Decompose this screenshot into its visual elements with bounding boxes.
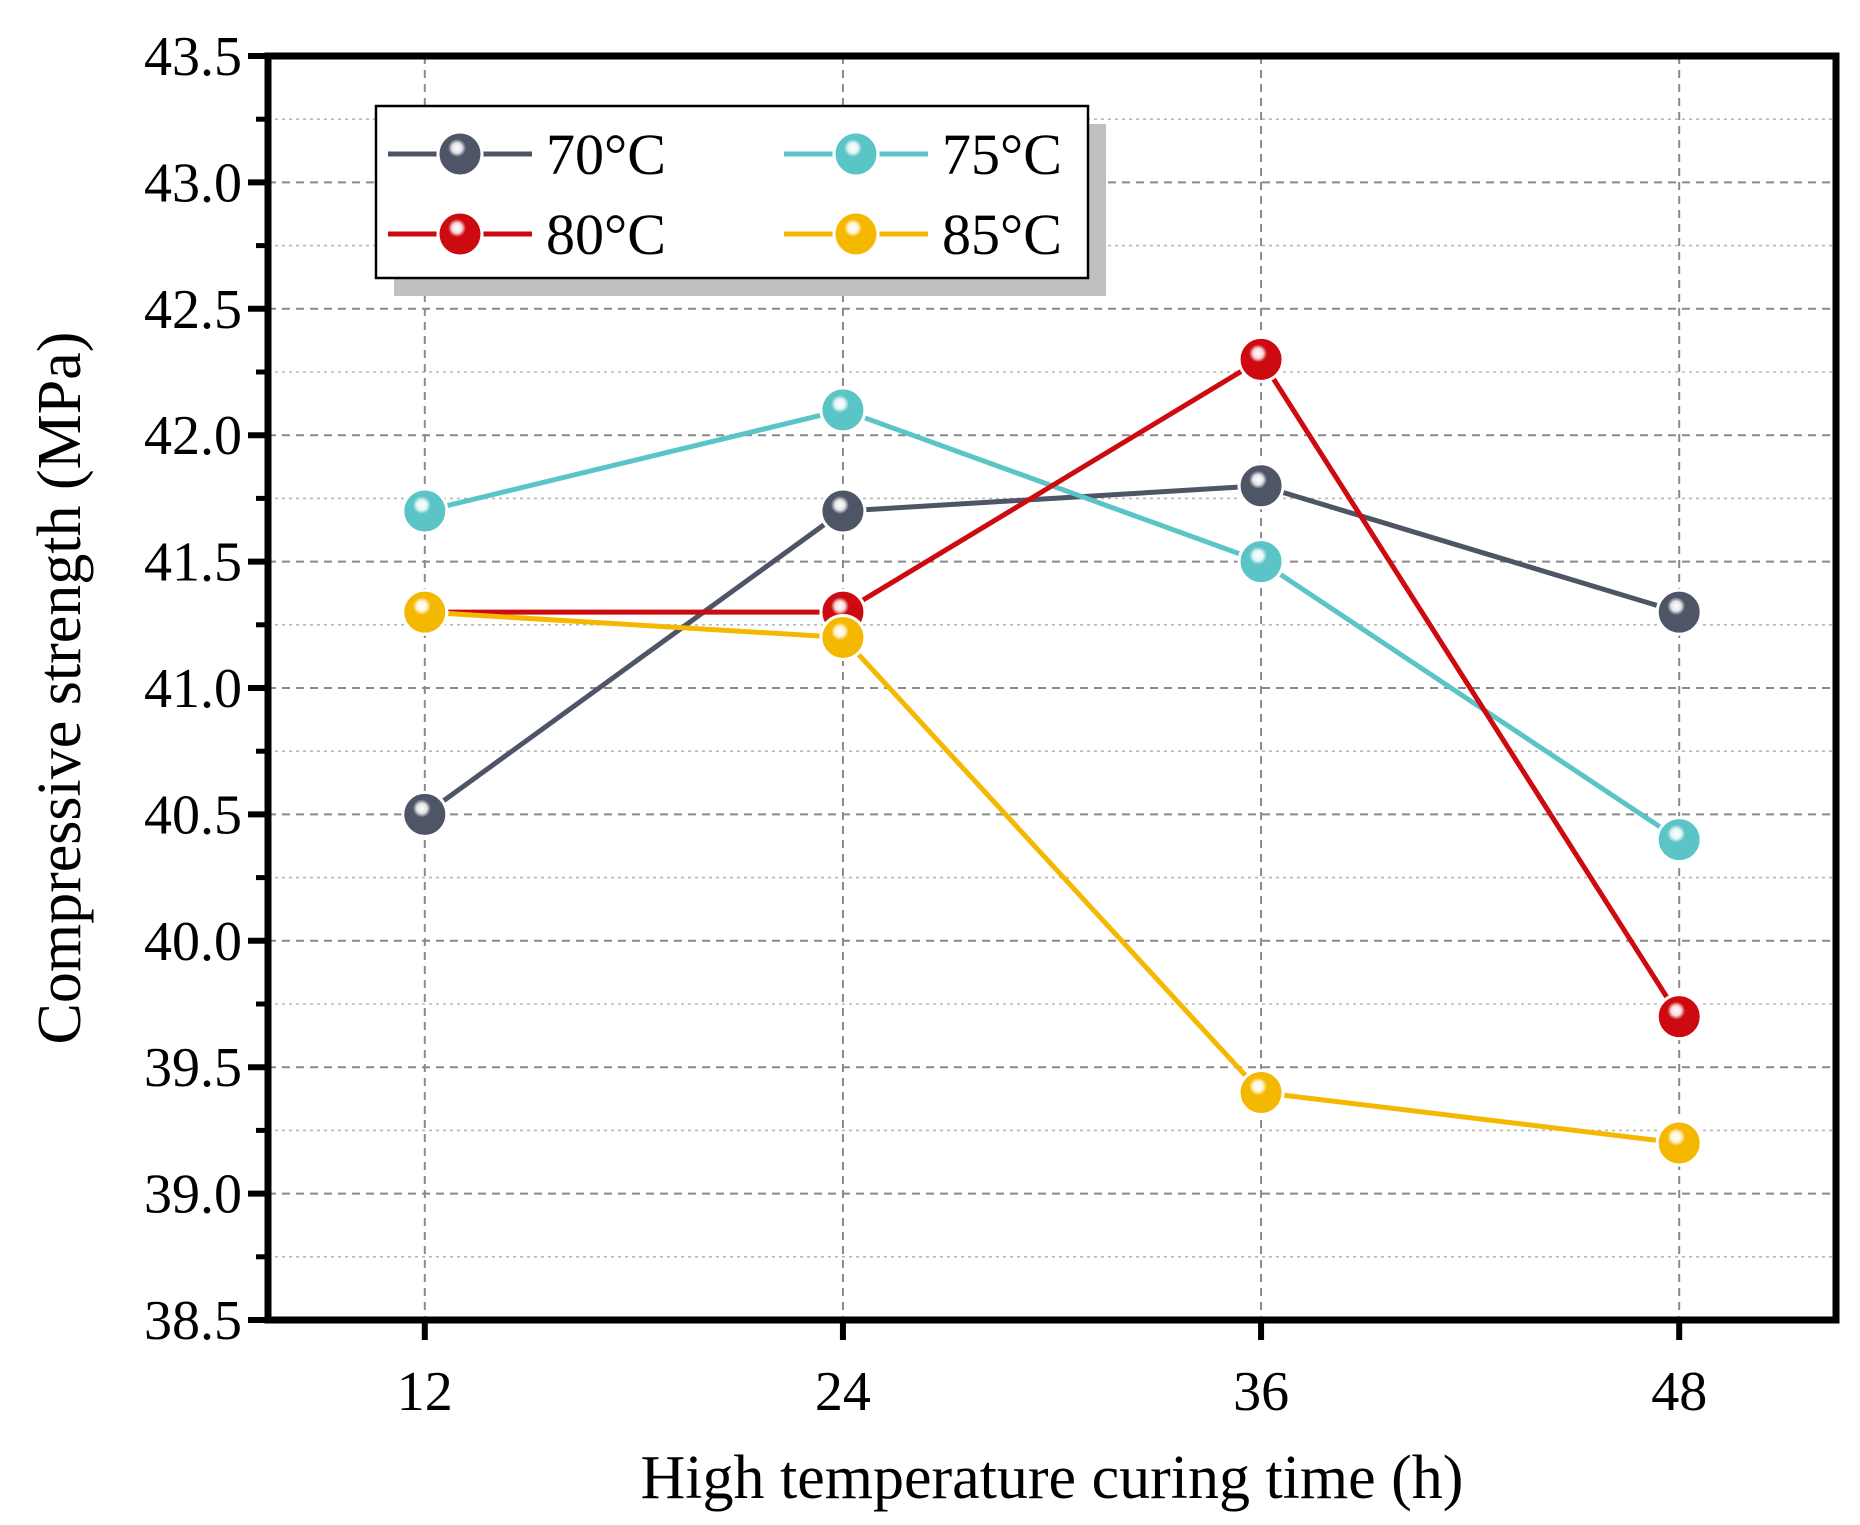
marker-highlight bbox=[1667, 1001, 1686, 1020]
marker-highlight bbox=[412, 799, 431, 818]
y-tick-label: 39.5 bbox=[144, 1037, 242, 1099]
data-point bbox=[1655, 993, 1703, 1041]
data-point bbox=[401, 790, 449, 838]
data-point bbox=[1237, 538, 1285, 586]
marker-highlight bbox=[1667, 597, 1686, 616]
legend-marker bbox=[832, 210, 880, 258]
x-tick-label: 36 bbox=[1233, 1361, 1289, 1423]
marker-highlight bbox=[844, 139, 862, 157]
x-tick-label: 24 bbox=[815, 1361, 871, 1423]
legend-item: 85°C bbox=[784, 202, 1062, 267]
legend-marker bbox=[436, 130, 484, 178]
marker-highlight bbox=[448, 219, 466, 237]
x-axis-title: High temperature curing time (h) bbox=[641, 1444, 1464, 1512]
legend-label: 70°C bbox=[546, 122, 666, 187]
marker-highlight bbox=[830, 496, 849, 515]
y-tick-label: 39.0 bbox=[144, 1164, 242, 1226]
data-point bbox=[1237, 1068, 1285, 1116]
legend-marker bbox=[832, 130, 880, 178]
marker-highlight bbox=[830, 622, 849, 641]
data-point bbox=[819, 613, 867, 661]
legend-item: 80°C bbox=[388, 202, 666, 267]
legend-label: 80°C bbox=[546, 202, 666, 267]
legend-box bbox=[374, 104, 1090, 280]
legend-label: 75°C bbox=[942, 122, 1062, 187]
series-line bbox=[423, 483, 1680, 817]
data-point bbox=[1237, 335, 1285, 383]
marker-highlight bbox=[830, 597, 849, 616]
series-line bbox=[424, 356, 1682, 1018]
y-tick-label: 41.0 bbox=[144, 658, 242, 720]
data-point bbox=[401, 588, 449, 636]
y-axis-title: Compressive strength (MPa) bbox=[26, 332, 94, 1045]
series-line bbox=[424, 609, 1680, 1146]
legend-item: 75°C bbox=[784, 122, 1062, 187]
y-tick-label: 38.5 bbox=[144, 1290, 242, 1352]
data-point bbox=[1655, 1119, 1703, 1167]
marker-highlight bbox=[1249, 470, 1268, 489]
marker-highlight bbox=[1667, 1128, 1686, 1147]
legend: 70°C 75°C 80°C 85°C bbox=[374, 104, 1106, 296]
axis-ticks: 38.5 39.0 39.5 40.0 40.5 41.0 41.5 42.0 42.5 43.0… bbox=[144, 26, 1707, 1423]
x-tick-label: 48 bbox=[1651, 1361, 1707, 1423]
data-point bbox=[1237, 462, 1285, 510]
x-tick-label: 12 bbox=[397, 1361, 453, 1423]
marker-highlight bbox=[830, 394, 849, 413]
marker-highlight bbox=[1249, 344, 1268, 363]
marker-highlight bbox=[1249, 546, 1268, 565]
y-tick-label: 42.5 bbox=[144, 279, 242, 341]
series-area bbox=[401, 335, 1703, 1167]
legend-item: 70°C bbox=[388, 122, 666, 187]
marker-highlight bbox=[1249, 1077, 1268, 1096]
marker-highlight bbox=[412, 597, 431, 616]
data-point bbox=[401, 487, 449, 535]
data-point bbox=[1655, 588, 1703, 636]
marker-highlight bbox=[448, 139, 466, 157]
marker-highlight bbox=[412, 496, 431, 515]
y-tick-label: 40.0 bbox=[144, 911, 242, 973]
y-tick-label: 40.5 bbox=[144, 784, 242, 846]
data-point bbox=[1655, 816, 1703, 864]
data-point bbox=[819, 386, 867, 434]
y-tick-label: 41.5 bbox=[144, 532, 242, 594]
y-tick-label: 43.5 bbox=[144, 26, 242, 88]
data-point bbox=[819, 487, 867, 535]
marker-highlight bbox=[844, 219, 862, 237]
marker-highlight bbox=[1667, 824, 1686, 843]
y-tick-label: 42.0 bbox=[144, 405, 242, 467]
y-tick-label: 43.0 bbox=[144, 152, 242, 214]
legend-label: 85°C bbox=[942, 202, 1062, 267]
legend-marker bbox=[436, 210, 484, 258]
